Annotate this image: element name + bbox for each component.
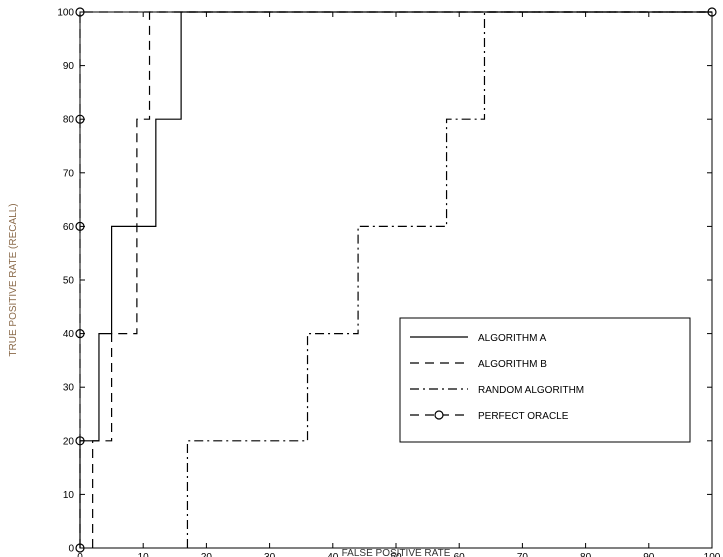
x-tick-label: 20 [201,552,213,557]
y-tick-label: 40 [63,329,75,340]
x-tick-label: 70 [517,552,529,557]
y-tick-label: 90 [63,61,75,72]
x-tick-label: 10 [138,552,150,557]
y-axis-label: TRUE POSITIVE RATE (RECALL) [8,203,19,356]
legend-label: ALGORITHM B [478,359,547,370]
legend-marker [434,410,444,420]
y-tick-label: 60 [63,222,75,233]
legend-label: PERFECT ORACLE [478,411,569,422]
x-tick-label: 50 [390,552,402,557]
y-tick-label: 0 [68,544,74,555]
series-line-perfect-oracle [79,11,712,548]
x-tick-label: 0 [77,552,83,557]
axis-ticks: 0 10 20 30 40 50 60 70 80 90 100 0 10 20 30 40 50 60 70 80 9… [57,8,720,557]
series-layer [75,7,717,553]
x-tick-label: 100 [704,552,721,557]
x-tick-label: 40 [327,552,339,557]
legend: ALGORITHM A ALGORITHM B RANDOM ALGORITHM PE… [399,317,691,443]
x-tick-label: 90 [643,552,655,557]
legend-label: ALGORITHM A [478,333,547,344]
series-point [75,436,85,446]
plot-area [79,11,713,549]
y-tick-label: 50 [63,276,75,287]
y-tick-label: 20 [63,436,75,447]
x-tick-label: 30 [264,552,276,557]
legend-box [399,317,691,443]
series-point [707,7,717,17]
series-line-random-algorithm [186,11,712,548]
x-tick-label: 80 [580,552,592,557]
series-point [75,114,85,124]
y-tick-label: 30 [63,383,75,394]
series-line-algorithm-b [92,11,712,548]
x-axis-label: FALSE POSITIVE RATE [342,548,451,557]
series-point [75,221,85,231]
series-point [75,7,85,17]
series-point [75,543,85,553]
x-tick-label: 60 [454,552,466,557]
y-tick-label: 10 [63,490,75,501]
y-tick-label: 80 [63,115,75,126]
legend-label: RANDOM ALGORITHM [478,385,584,396]
series-point [75,329,85,339]
y-tick-label: 100 [57,8,74,19]
y-tick-label: 70 [63,168,75,179]
